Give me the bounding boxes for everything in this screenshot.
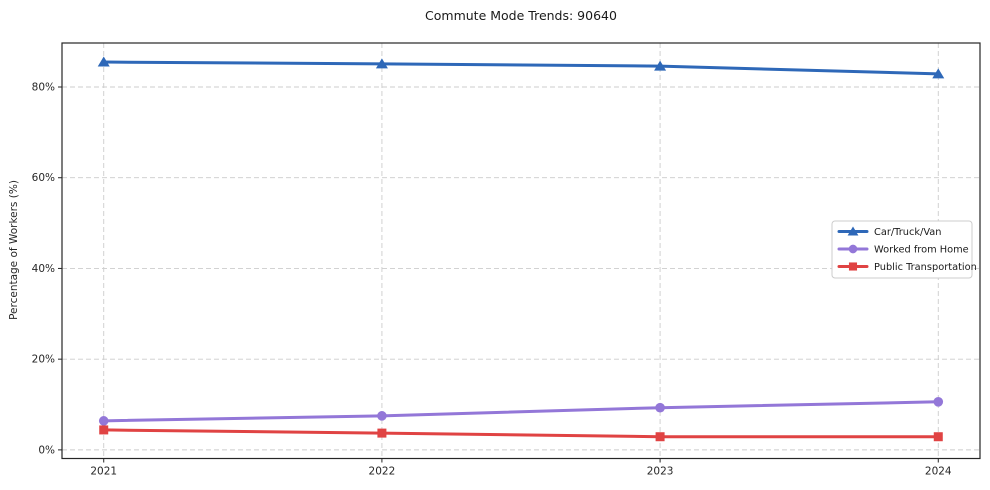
square-marker [933, 432, 943, 442]
triangle-up-marker [847, 226, 859, 236]
triangle-up-marker [654, 60, 667, 71]
circle-marker [377, 411, 387, 421]
y-tick-label: 80% [32, 81, 55, 93]
y-tick-label: 60% [32, 172, 55, 184]
y-tick-label: 20% [32, 354, 55, 366]
triangle-up-marker [932, 68, 945, 79]
square-marker [377, 428, 387, 438]
x-tick-label: 2021 [90, 466, 117, 478]
series-line-circle [102, 400, 940, 423]
y-tick-label: 0% [38, 444, 55, 456]
legend-label: Worked from Home [874, 245, 969, 256]
series-line-square [102, 428, 940, 439]
legend-label: Public Transportation [874, 262, 977, 273]
y-axis-label: Percentage of Workers (%) [8, 180, 20, 320]
triangle-up-marker [375, 58, 388, 69]
y-tick-label: 40% [32, 263, 55, 275]
circle-marker [848, 244, 858, 254]
circle-marker [655, 402, 665, 413]
x-tick-label: 2024 [925, 466, 952, 478]
square-marker [99, 425, 109, 435]
square-marker [848, 262, 858, 271]
legend-label: Car/Truck/Van [874, 227, 941, 238]
x-tick-label: 2023 [647, 466, 674, 478]
square-marker [655, 432, 665, 442]
circle-marker [933, 396, 944, 407]
triangle-up-marker [97, 56, 110, 67]
legend-box [831, 220, 973, 279]
chart-title: Commute Mode Trends: 90640 [425, 8, 617, 23]
plot-border [61, 42, 981, 460]
series-line-triangle-up [102, 60, 940, 76]
circle-marker [98, 416, 109, 426]
x-tick-label: 2022 [369, 466, 396, 478]
